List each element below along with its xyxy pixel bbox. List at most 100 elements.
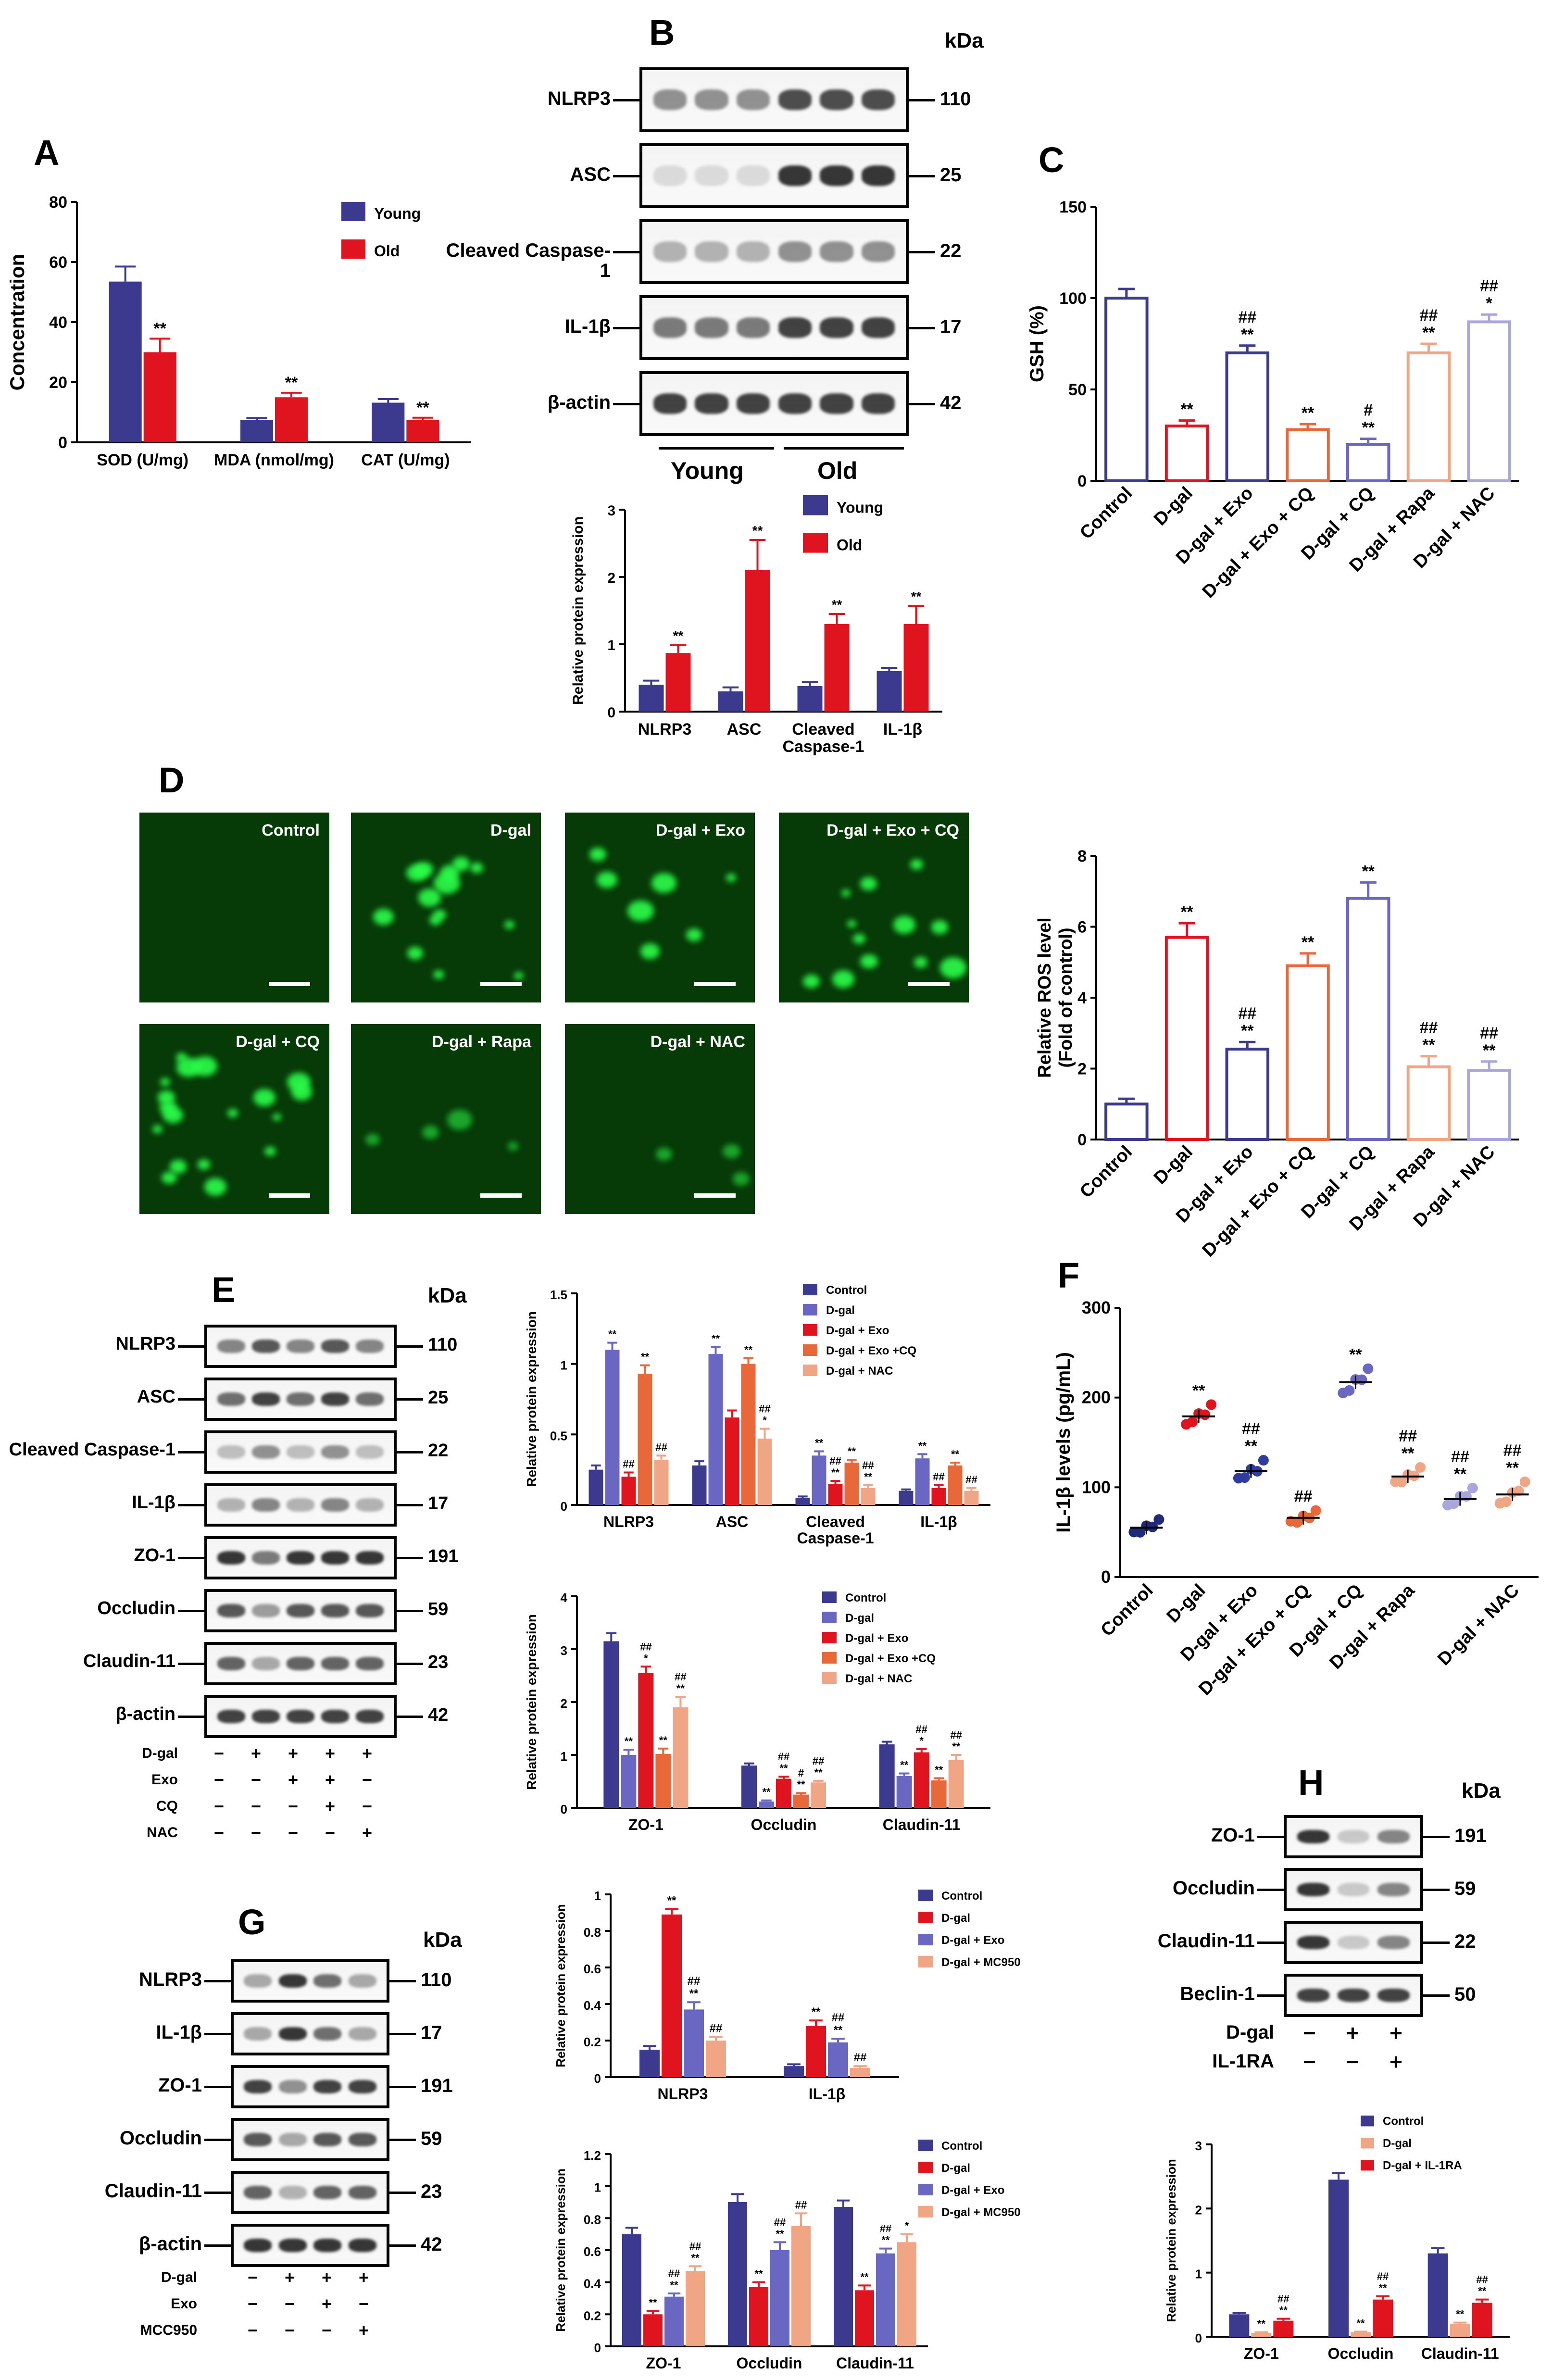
significance-label: ** (797, 1779, 805, 1791)
blot-band (287, 1498, 314, 1512)
blot-row-label: Occludin (119, 2128, 202, 2149)
blot-band (217, 1603, 245, 1618)
blot-mw-label: 191 (421, 2075, 453, 2096)
blot-band (313, 2027, 342, 2041)
scale-bar (694, 982, 736, 986)
bar (708, 1354, 723, 1505)
significance-label: ## (688, 1975, 701, 1988)
blot-row-tick (909, 175, 935, 177)
group-label-young: Young (671, 457, 744, 484)
blot-row-label: β-actin (547, 391, 611, 413)
blot-row-tick (389, 2244, 416, 2247)
fluorescent-cell (723, 1144, 741, 1159)
significance-label: ** (952, 1741, 961, 1753)
blot-row-tick (1257, 1836, 1284, 1838)
y-tick-label: 2 (1195, 2203, 1202, 2217)
fluorescent-cell (507, 1142, 519, 1151)
fluorescent-cell (175, 1053, 188, 1062)
bar (664, 2296, 684, 2346)
chart-d: 0 2 4 6 8 Relative ROS level (Fold of control)… (1035, 847, 1519, 1261)
bar (899, 1491, 914, 1505)
blot-band (244, 2132, 272, 2147)
legend-label: D-gal + MC950 (941, 2206, 1021, 2219)
significance-label: * (644, 1652, 648, 1664)
significance-label: ## (1399, 1427, 1417, 1445)
blot-row-tick (204, 2139, 231, 2141)
kda-label-b: kDa (945, 29, 984, 52)
blot-band (1337, 1988, 1370, 2003)
blot-mw-label: 25 (428, 1388, 449, 1408)
y-tick-label: 4 (561, 1591, 568, 1605)
bar (603, 1641, 619, 1808)
y-tick-label: 1 (1195, 2267, 1202, 2281)
y-tick-label: 20 (49, 374, 67, 392)
data-point (1448, 1498, 1459, 1509)
fluorescent-cell (365, 1134, 380, 1145)
bar (643, 2314, 663, 2346)
scale-bar (694, 1193, 736, 1198)
data-point (1200, 1409, 1211, 1420)
legend-swatch (341, 202, 365, 221)
blot-band (252, 1339, 280, 1353)
significance-label: ** (1180, 903, 1193, 921)
legend-label: D-gal (941, 2162, 970, 2175)
panel-label-h: H (1298, 1763, 1324, 1803)
y-tick-label: 1 (594, 1889, 601, 1903)
significance-label: ## (1238, 308, 1256, 326)
treatment-sign: − (362, 1796, 373, 1816)
blot-band (287, 1551, 314, 1565)
bar (692, 1465, 707, 1505)
blot-band (217, 1656, 245, 1671)
fluorescence-label: D-gal + CQ (236, 1033, 320, 1051)
x-tick-label: ASC (727, 720, 762, 739)
significance-label: ## (778, 1751, 789, 1763)
significance-label: # (1364, 401, 1373, 420)
treatment-sign: + (288, 1770, 299, 1790)
legend-swatch (822, 1612, 837, 1623)
blot-band (820, 317, 853, 338)
treatment-sign: − (285, 2294, 295, 2314)
y-tick-label: 150 (1059, 198, 1087, 216)
y-axis-label: (Fold of control) (1056, 927, 1076, 1067)
blot-row-tick (204, 2244, 231, 2247)
bar (806, 2026, 826, 2077)
blot-mw-label: 59 (421, 2128, 442, 2149)
blot-band (356, 1551, 384, 1565)
blot-row-tick (178, 1451, 204, 1453)
blot-row-label: Claudin-11 (1157, 1930, 1255, 1952)
bar (718, 691, 743, 712)
blot-mw-label: 191 (428, 1546, 459, 1566)
blot-row-tick (1423, 1836, 1450, 1838)
bar (725, 1417, 739, 1505)
significance-label: * (763, 1415, 767, 1427)
y-tick-label: 2 (607, 570, 615, 586)
blot-row-tick (1423, 1889, 1450, 1891)
legend-label: Old (837, 536, 862, 553)
blot-band (217, 1339, 245, 1353)
fluorescent-cell (197, 1159, 211, 1170)
fluorescent-cell (627, 900, 654, 922)
blot-row-label: Cleaved Caspase-1 (9, 1440, 175, 1460)
y-axis-label: Relative protein expression (570, 516, 586, 705)
x-tick-label: NLRP3 (603, 1513, 654, 1530)
blot-band (778, 89, 812, 111)
blot-band (737, 317, 770, 338)
significance-label: ** (779, 1762, 788, 1774)
treatment-sign: − (325, 1823, 336, 1842)
significance-label: ## (915, 1723, 927, 1735)
blot-row-label: NLRP3 (115, 1334, 175, 1354)
legend-swatch (918, 1890, 933, 1901)
chart-b: 0 1 2 3 Relative protein expression ** NLRP3 **… (570, 495, 942, 756)
blot-row-label: NLRP3 (547, 88, 611, 109)
significance-label: ** (814, 1766, 823, 1779)
fluorescent-cell (841, 889, 851, 897)
blot-band (244, 1974, 272, 1988)
significance-label: ** (1456, 2308, 1465, 2320)
fluorescent-cell (162, 1171, 177, 1184)
fluorescent-cell (273, 1114, 282, 1121)
blot-mw-label: 25 (940, 164, 962, 186)
data-point (1363, 1363, 1374, 1374)
blot-band (252, 1498, 280, 1512)
significance-label: ** (1483, 1041, 1496, 1060)
legend-swatch (822, 1591, 837, 1603)
